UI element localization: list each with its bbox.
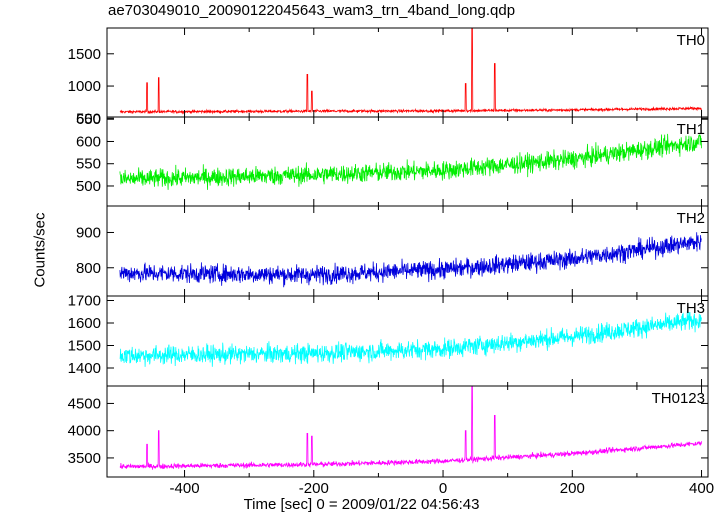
- x-tick-label: 0: [439, 480, 447, 497]
- y-axis-label: Counts/sec: [31, 212, 49, 288]
- panel-label-th1: TH1: [677, 121, 705, 138]
- panel-frame-th0: [106, 27, 709, 118]
- y-tick-label-th1: 550: [76, 156, 101, 173]
- panel-frame-th0123: [106, 385, 709, 478]
- series-line-th2: [119, 232, 702, 288]
- chart-title: ae703049010_20090122045643_wam3_trn_4ban…: [108, 2, 516, 19]
- x-tick-label: 200: [560, 480, 585, 497]
- y-tick-label-th1: 500: [76, 178, 101, 195]
- series-line-th3: [119, 311, 702, 367]
- y-tick-label-th3: 1400: [68, 360, 101, 377]
- y-tick-label-th0: 1000: [68, 78, 101, 95]
- x-tick-label: 400: [689, 480, 714, 497]
- series-line-th0123: [119, 386, 702, 470]
- y-tick-label-th0123: 3500: [68, 450, 101, 467]
- x-tick-label: -400: [170, 480, 200, 497]
- panel-frame-th3: [106, 295, 709, 387]
- panel-label-th3: TH3: [677, 300, 705, 317]
- y-tick-label-th3: 1500: [68, 338, 101, 355]
- y-tick-label-th1: 600: [76, 133, 101, 150]
- y-tick-label-th0: 1500: [68, 46, 101, 63]
- panel-label-th2: TH2: [677, 210, 705, 227]
- x-axis-label: Time [sec] 0 = 2009/01/22 04:56:43: [243, 496, 480, 513]
- y-tick-label-th0123: 4500: [68, 395, 101, 412]
- y-tick-label-th0: 500: [76, 110, 101, 127]
- y-tick-label-th3: 1700: [68, 293, 101, 310]
- panel-label-th0123: TH0123: [652, 390, 705, 407]
- series-line-th0: [119, 28, 702, 115]
- y-tick-label-th2: 900: [76, 224, 101, 241]
- y-tick-label-th0123: 4000: [68, 423, 101, 440]
- x-tick-label: -200: [299, 480, 329, 497]
- y-tick-label-th2: 800: [76, 260, 101, 277]
- panel-label-th0: TH0: [677, 32, 705, 49]
- y-tick-label-th3: 1600: [68, 315, 101, 332]
- y-tick-label-th1: 650: [76, 111, 101, 128]
- series-line-th1: [119, 133, 702, 190]
